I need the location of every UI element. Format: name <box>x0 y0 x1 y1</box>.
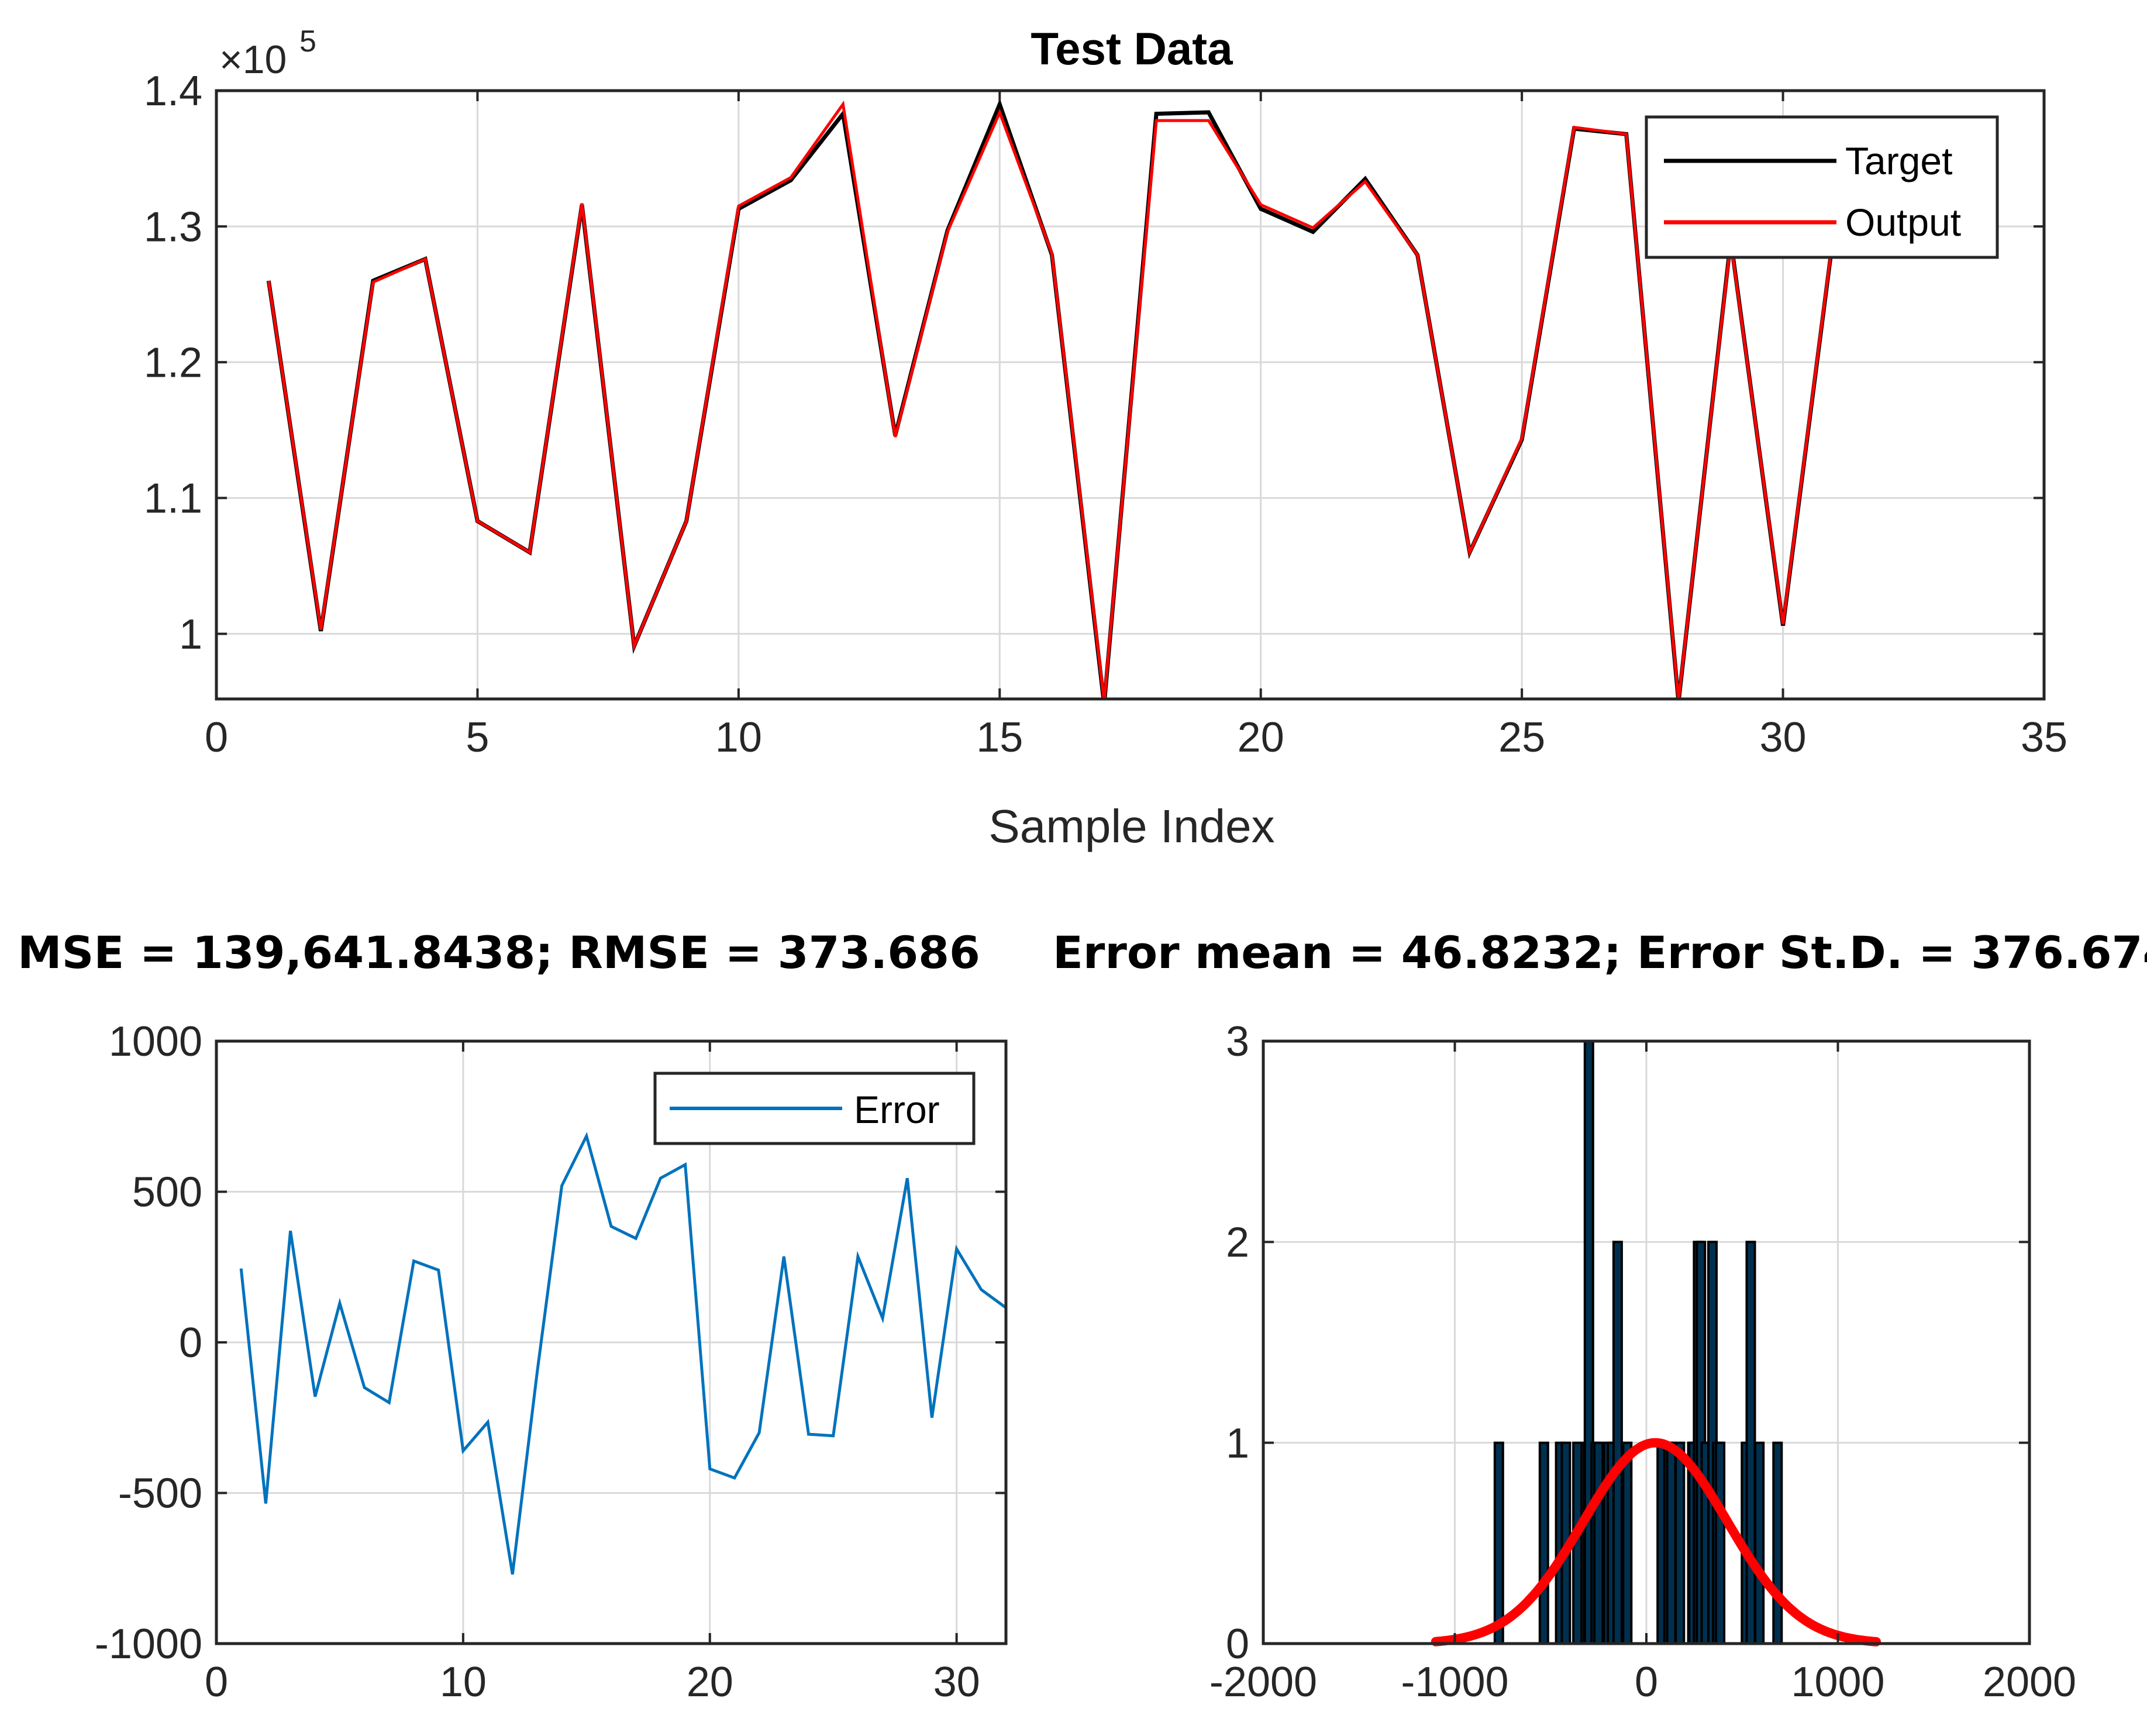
y-tick-label: 1.4 <box>144 68 202 115</box>
test-data-ticks: 0 5 10 15 20 25 30 35 1 1.1 1.2 1.3 1.4 <box>144 68 2067 761</box>
y-tick-label: 500 <box>132 1169 202 1216</box>
y-tick-label: 1 <box>179 611 202 658</box>
test-data-grid <box>216 91 2044 699</box>
legend-box <box>1645 115 1999 259</box>
x-tick-label: 2000 <box>1983 1659 2076 1706</box>
histogram-bar <box>1745 1241 1756 1645</box>
y-tick-label: 1.1 <box>144 476 202 522</box>
exponent-power: 5 <box>299 25 316 58</box>
legend-error-label: Error <box>854 1088 940 1131</box>
y-tick-label: -1000 <box>95 1621 202 1668</box>
error-histogram-ticks: -2000 -1000 0 1000 2000 0 1 2 3 <box>1209 1018 2076 1706</box>
exponent-multiplier: ×10 <box>219 37 287 82</box>
x-tick-label: 20 <box>1238 714 1284 761</box>
histogram-bar <box>1538 1441 1549 1645</box>
test-data-axes-box <box>215 89 2046 701</box>
x-tick-label: 20 <box>687 1659 733 1706</box>
test-data-xlabel: Sample Index <box>988 800 1274 852</box>
y-tick-label: 1000 <box>109 1018 202 1065</box>
x-tick-label: 0 <box>205 714 228 761</box>
error-line-grid <box>216 1041 1006 1644</box>
histogram-bar <box>1622 1441 1633 1645</box>
x-tick-label: 35 <box>2021 714 2067 761</box>
error-stats-caption: Error mean = 46.8232; Error St.D. = 376.… <box>1053 926 2147 979</box>
mse-caption: MSE = 139,641.8438; RMSE = 373.686 <box>18 926 980 979</box>
test-data-series <box>266 98 1838 699</box>
x-tick-label: 25 <box>1498 714 1545 761</box>
histogram-bar <box>1674 1441 1686 1645</box>
x-tick-label: 15 <box>976 714 1023 761</box>
y-tick-label: 2 <box>1226 1220 1249 1266</box>
error-line-legend: Error <box>653 1072 976 1145</box>
y-tick-label: 0 <box>1226 1621 1249 1668</box>
x-tick-label: -2000 <box>1209 1659 1317 1706</box>
histogram-bar <box>1754 1441 1765 1645</box>
test-data-legend: Target Output <box>1645 115 1999 259</box>
test-data-panel: Test Data ×10 5 0 5 10 15 20 25 30 35 1 1.1 1.2 1.3… <box>144 23 2067 852</box>
y-tick-label: 0 <box>179 1320 202 1366</box>
histogram-bar <box>1715 1441 1726 1645</box>
test-data-title: Test Data <box>1031 23 1233 74</box>
legend-target-label: Target <box>1845 139 1952 182</box>
error-line-panel: 0 10 20 30 -1000 -500 0 500 1000 Error <box>95 1018 1008 1706</box>
error-series-line <box>239 1132 1007 1575</box>
x-tick-label: 5 <box>466 714 489 761</box>
y-tick-label: 1.2 <box>144 339 202 386</box>
x-tick-label: 30 <box>933 1659 980 1706</box>
histogram-bar <box>1612 1241 1623 1645</box>
y-tick-label: 1 <box>1226 1420 1249 1467</box>
x-tick-label: 0 <box>1635 1659 1658 1706</box>
error-line-series <box>239 1132 1007 1575</box>
histogram-bar <box>1593 1441 1604 1645</box>
error-line-ticks: 0 10 20 30 -1000 -500 0 500 1000 <box>95 1018 1006 1706</box>
histogram-bar <box>1772 1441 1783 1645</box>
x-tick-label: 10 <box>440 1659 487 1706</box>
x-tick-label: 1000 <box>1791 1659 1884 1706</box>
normal-fit-curve <box>1431 1438 1881 1647</box>
y-tick-label: 3 <box>1226 1018 1249 1065</box>
error-histogram-fit <box>1431 1438 1881 1647</box>
x-tick-label: 0 <box>205 1659 228 1706</box>
y-tick-label: -500 <box>118 1470 202 1517</box>
output-series-line <box>267 100 1837 699</box>
x-tick-label: 30 <box>1760 714 1807 761</box>
legend-output-label: Output <box>1845 201 1961 244</box>
y-tick-label: 1.3 <box>144 204 202 250</box>
error-histogram-panel: -2000 -1000 0 1000 2000 0 1 2 3 <box>1209 1018 2076 1706</box>
x-tick-label: 10 <box>715 714 762 761</box>
histogram-bar <box>1493 1441 1504 1645</box>
histogram-bar <box>1666 1441 1677 1645</box>
x-tick-label: -1000 <box>1401 1659 1508 1706</box>
